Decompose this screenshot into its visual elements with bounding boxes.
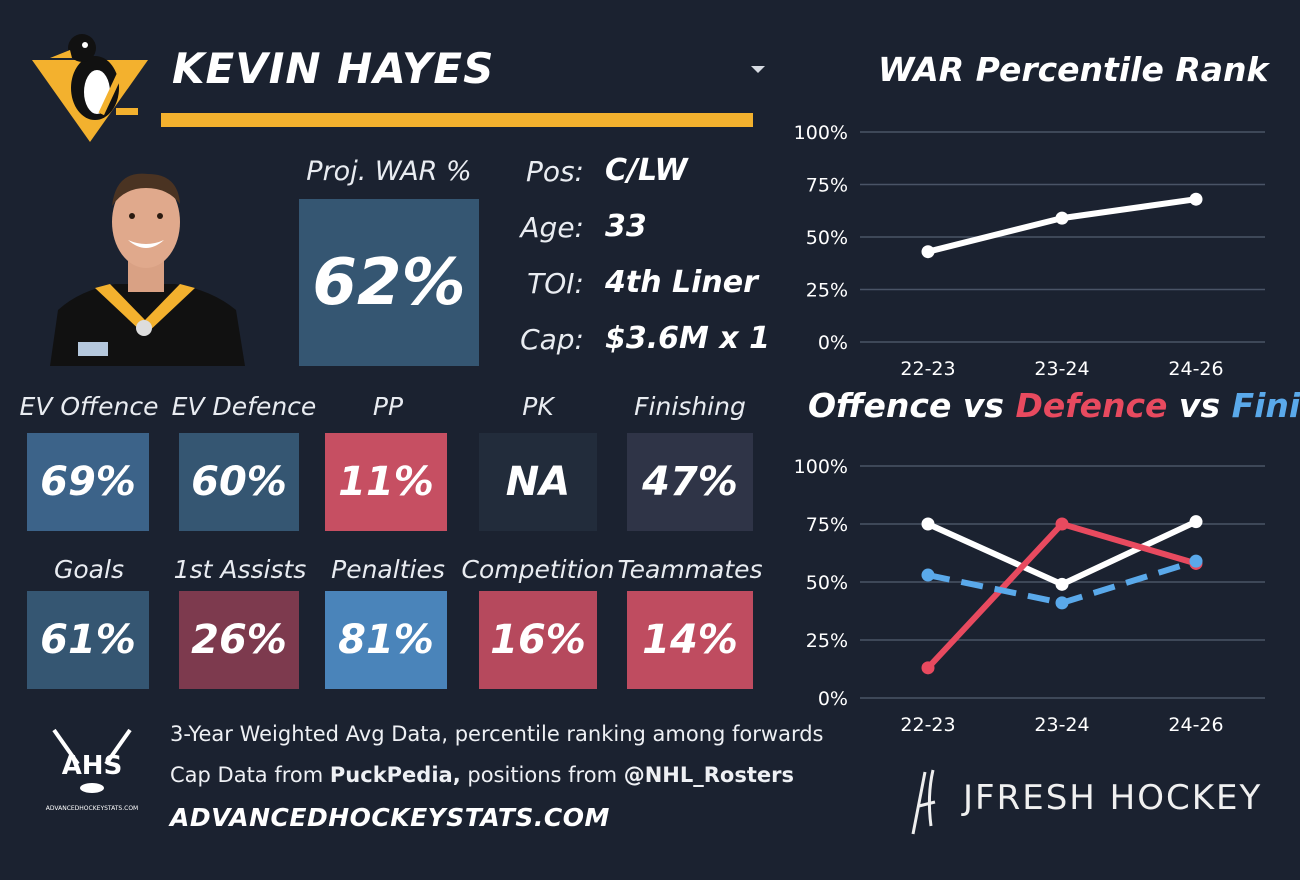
chart2-xtick-0: 22-23 <box>900 714 955 735</box>
footer-source-puckpedia[interactable]: PuckPedia, <box>329 763 461 787</box>
stat-label-teammates: Teammates <box>617 555 763 584</box>
chart1-ytick-0: 0% <box>818 332 848 354</box>
chart2-series-defence-line <box>925 521 1197 670</box>
chart2-ytick-4: 100% <box>794 456 848 478</box>
ahs-logo: AHS ADVANCEDHOCKEYSTATS.COM <box>46 728 138 812</box>
chart2-title: Offence vs Defence vs Finishing <box>808 386 1300 425</box>
stat-label-1st-assists: 1st Assists <box>173 555 307 584</box>
chart2-series-defence-point-1 <box>1055 517 1069 531</box>
chart1-xtick-1: 23-24 <box>1034 358 1089 380</box>
chart2-series-finishing-point-1 <box>1055 596 1069 610</box>
war-percentile-chart: 0% 25% 50% 75% 100% 22-23 23-24 24-26 <box>794 122 1265 380</box>
chart1-series-war-point-2 <box>1189 192 1203 206</box>
info-value-cap: $3.6M x 1 <box>605 321 770 356</box>
title-underline <box>161 113 753 127</box>
stat-value-competition: 16% <box>479 591 597 689</box>
penguins-logo <box>32 34 148 142</box>
chart1-xtick-0: 22-23 <box>900 358 955 380</box>
footer-url-link[interactable]: ADVANCEDHOCKEYSTATS.COM <box>170 803 610 832</box>
chart2-title-vs-2: vs <box>1167 386 1232 425</box>
chart1-series-war-point-1 <box>1055 211 1069 225</box>
footer-note-1: 3-Year Weighted Avg Data, percentile ran… <box>170 722 824 746</box>
info-value-toi: 4th Liner <box>605 265 758 300</box>
chart1-ytick-3: 75% <box>806 175 848 197</box>
chart1-series-war-point-0 <box>921 245 935 259</box>
jfresh-logo-icon <box>911 769 936 835</box>
stat-value-ev-defence: 60% <box>179 433 299 531</box>
info-key-age: Age: <box>520 211 584 244</box>
chart2-title-vs-1: vs <box>951 386 1016 425</box>
info-value-age: 33 <box>605 209 647 244</box>
chart2-series-offence-point-0 <box>921 517 935 531</box>
info-key-toi: TOI: <box>527 267 584 300</box>
player-photo <box>40 160 250 366</box>
stat-value-pk: NA <box>479 433 597 531</box>
stat-value-penalties: 81% <box>325 591 447 689</box>
stat-label-ev-offence: EV Offence <box>19 392 159 421</box>
chart2-title-finishing: Finishing <box>1231 386 1300 425</box>
chart1-series-war-line <box>927 196 1197 255</box>
player-name: KEVIN HAYES <box>172 44 495 93</box>
chart2-title-defence: Defence <box>1015 386 1168 425</box>
footer-note-2: Cap Data from PuckPedia, positions from … <box>170 763 794 787</box>
proj-war-value: 62% <box>299 199 479 366</box>
stat-value-pp: 11% <box>325 433 447 531</box>
chart2-series-offence-point-2 <box>1189 515 1203 529</box>
stat-label-pp: PP <box>372 392 404 421</box>
info-key-pos: Pos: <box>525 155 584 188</box>
jfresh-hockey-brand: JFRESH HOCKEY <box>963 778 1263 818</box>
footer-source-nhl-rosters[interactable]: @NHL_Rosters <box>623 763 794 787</box>
stat-label-pk: PK <box>522 392 554 421</box>
chart2-xtick-2: 24-26 <box>1168 714 1223 735</box>
stat-label-penalties: Penalties <box>331 555 445 584</box>
chart1-xtick-2: 24-26 <box>1168 358 1223 380</box>
stat-label-competition: Competition <box>461 555 615 584</box>
ahs-logo-text: AHS <box>62 751 123 781</box>
chart2-ytick-0: 0% <box>818 688 848 710</box>
offence-defence-finishing-chart: 0% 25% 50% 75% 100% 22-23 23-24 24-26 <box>794 456 1265 735</box>
chart2-series-finishing-point-0 <box>921 568 935 582</box>
stat-value-finishing: 47% <box>627 433 753 531</box>
ahs-logo-sub: ADVANCEDHOCKEYSTATS.COM <box>46 805 138 812</box>
chart2-ytick-1: 25% <box>806 630 848 652</box>
stat-value-goals: 61% <box>27 591 149 689</box>
chart2-series-finishing-point-2 <box>1189 554 1203 568</box>
chevron-down-icon[interactable] <box>751 66 765 73</box>
chart1-ytick-2: 50% <box>806 227 848 249</box>
chart1-title: WAR Percentile Rank <box>878 50 1269 89</box>
footer-mid: positions from <box>460 763 624 787</box>
chart1-ytick-1: 25% <box>806 280 848 302</box>
footer-prefix: Cap Data from <box>170 763 330 787</box>
chart2-title-offence: Offence <box>808 386 952 425</box>
chart2-series-defence-point-0 <box>921 661 935 675</box>
stat-label-finishing: Finishing <box>634 392 746 421</box>
info-value-pos: C/LW <box>605 153 688 188</box>
stat-value-teammates: 14% <box>627 591 753 689</box>
stat-value-1st-assists: 26% <box>179 591 299 689</box>
stat-label-ev-defence: EV Defence <box>171 392 317 421</box>
chart2-xtick-1: 23-24 <box>1034 714 1089 735</box>
info-key-cap: Cap: <box>520 323 584 356</box>
chart2-ytick-2: 50% <box>806 572 848 594</box>
chart2-ytick-3: 75% <box>806 514 848 536</box>
stat-value-ev-offence: 69% <box>27 433 149 531</box>
chart1-ytick-4: 100% <box>794 122 848 144</box>
chart2-series-offence-point-1 <box>1055 577 1069 591</box>
proj-war-label: Proj. WAR % <box>306 156 472 187</box>
stat-label-goals: Goals <box>54 555 124 584</box>
